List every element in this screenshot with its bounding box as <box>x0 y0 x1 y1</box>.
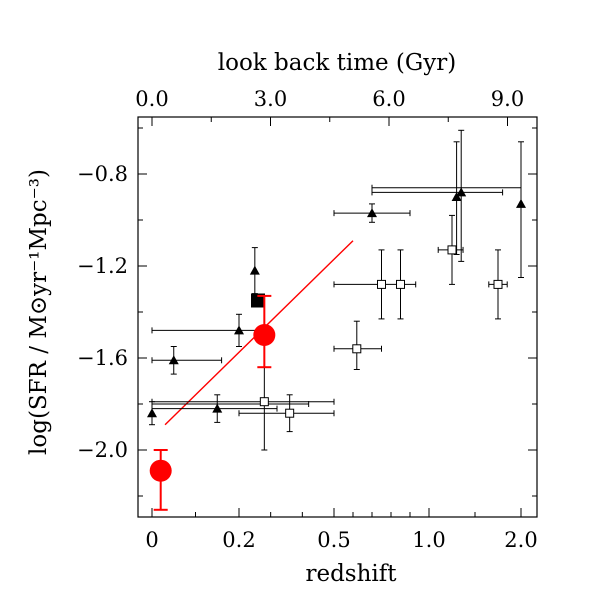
x-tick-label: 0 <box>145 528 158 552</box>
red-circle-point <box>253 324 276 346</box>
y-tick-label: −1.2 <box>77 254 128 278</box>
open-square-point <box>377 279 386 289</box>
y-tick-label: −2.0 <box>77 438 128 462</box>
open-square-point <box>259 397 269 407</box>
x2-axis-title: look back time (Gyr) <box>218 50 457 76</box>
open-square-point <box>396 279 405 289</box>
plot-frame <box>137 116 538 518</box>
triangle-point <box>147 408 157 418</box>
triangle-point <box>234 325 244 335</box>
open-square-point <box>493 279 503 289</box>
triangle-point <box>168 355 179 365</box>
y-tick-label: −1.6 <box>77 346 128 370</box>
data-marks <box>147 129 526 511</box>
open-square-point <box>447 245 457 255</box>
x-tick-label: 0.2 <box>222 528 255 552</box>
open-square-point <box>352 344 362 354</box>
triangle-point <box>451 192 462 201</box>
axes: 0 0.2 0.5 1.0 2.0 0.0 3.0 6.0 9.0 −0.8 −1.2 −1.6 −2.… <box>77 87 538 552</box>
filled-square-point <box>251 293 265 308</box>
red-circle-point <box>149 459 172 482</box>
x2-tick-label: 3.0 <box>254 87 287 111</box>
y-tick-label: −0.8 <box>77 162 128 186</box>
x-tick-label: 0.5 <box>317 528 350 552</box>
x-tick-label: 2.0 <box>504 528 537 552</box>
x2-tick-label: 6.0 <box>372 87 405 111</box>
triangle-point <box>367 208 377 218</box>
x-axis-title: redshift <box>305 561 397 587</box>
triangle-point <box>516 198 526 208</box>
triangle-point <box>249 265 260 275</box>
x2-tick-label: 0.0 <box>135 87 168 111</box>
x2-tick-label: 9.0 <box>491 87 524 111</box>
x-tick-label: 1.0 <box>412 528 445 552</box>
y-axis-title: log(SFR / M⊙yr⁻¹Mpc⁻³) <box>26 169 52 455</box>
open-square-point <box>285 408 295 418</box>
triangle-point <box>212 403 223 413</box>
